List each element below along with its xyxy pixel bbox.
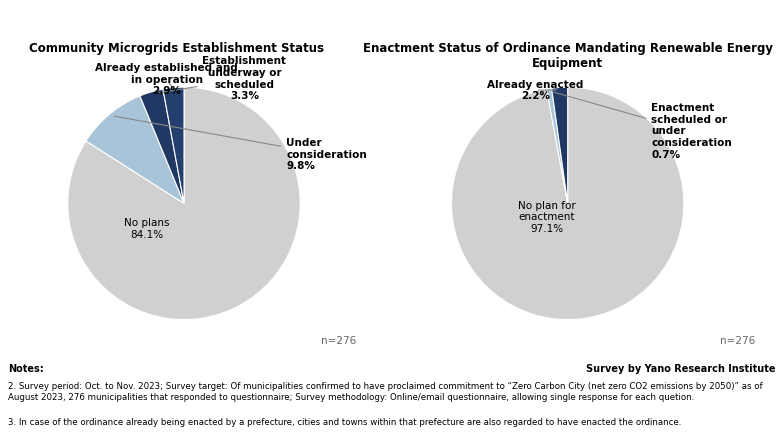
Wedge shape — [68, 87, 300, 320]
Text: Under
consideration
9.8%: Under consideration 9.8% — [114, 116, 367, 171]
Text: n=276: n=276 — [321, 337, 356, 346]
Text: Notes:: Notes: — [8, 364, 44, 374]
Text: No plans
84.1%: No plans 84.1% — [124, 218, 170, 240]
Text: 2. Survey period: Oct. to Nov. 2023; Survey target: Of municipalities confirmed : 2. Survey period: Oct. to Nov. 2023; Sur… — [8, 382, 763, 401]
Text: Enactment Status of Ordinance Mandating Renewable Energy Equipment: Enactment Status of Ordinance Mandating … — [363, 42, 773, 71]
Text: 3. In case of the ordinance already being enacted by a prefecture, cities and to: 3. In case of the ordinance already bein… — [8, 418, 681, 427]
Text: Already established and
in operation
2.9%: Already established and in operation 2.9… — [96, 63, 238, 97]
Wedge shape — [140, 89, 184, 203]
Wedge shape — [163, 87, 184, 203]
Text: Already enacted
2.2%: Already enacted 2.2% — [487, 80, 583, 101]
Text: Community Microgrids Establishment Status: Community Microgrids Establishment Statu… — [29, 42, 323, 55]
Text: Enactment
scheduled or
under
consideration
0.7%: Enactment scheduled or under considerati… — [552, 92, 732, 160]
Text: Establishment
underway or
scheduled
3.3%: Establishment underway or scheduled 3.3% — [155, 56, 287, 101]
Text: n=276: n=276 — [720, 337, 756, 346]
Wedge shape — [547, 88, 568, 203]
Text: Survey by Yano Research Institute: Survey by Yano Research Institute — [586, 364, 775, 374]
Wedge shape — [86, 96, 184, 203]
Text: No plan for
enactment
97.1%: No plan for enactment 97.1% — [518, 201, 576, 234]
Wedge shape — [452, 87, 684, 320]
Wedge shape — [552, 87, 568, 203]
